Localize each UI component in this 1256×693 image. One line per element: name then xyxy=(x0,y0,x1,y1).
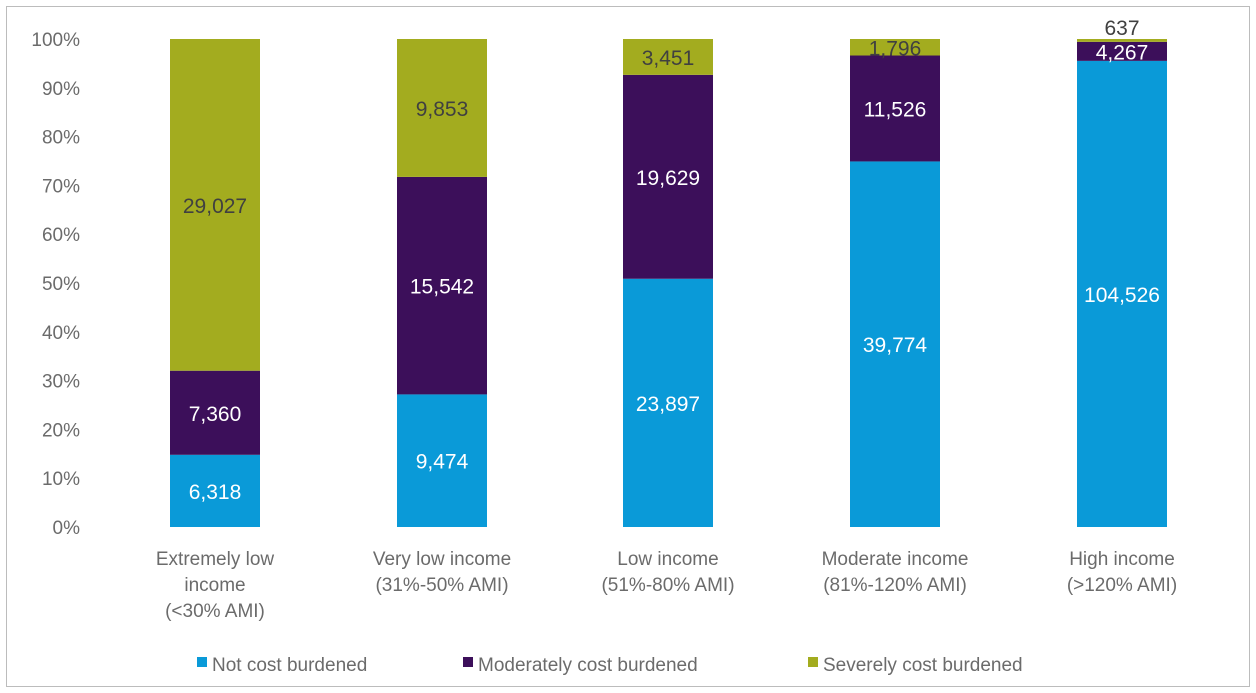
bar-segment xyxy=(623,39,713,75)
legend-swatch xyxy=(197,657,207,667)
data-label: 9,853 xyxy=(416,98,469,121)
x-category-label: Very low income xyxy=(373,549,511,570)
bar-segment xyxy=(623,278,713,527)
x-axis-categories: Extremely low income (<30% AMI) Very low in… xyxy=(156,549,1177,622)
x-category-label: Low income xyxy=(617,549,718,570)
y-tick-label: 50% xyxy=(42,274,80,295)
data-label: 1,796 xyxy=(869,37,922,60)
x-category-label: (31%-50% AMI) xyxy=(375,575,508,596)
bar-segment xyxy=(397,39,487,177)
y-tick-label: 90% xyxy=(42,79,80,100)
x-category-label: High income xyxy=(1069,549,1175,570)
legend-label: Moderately cost burdened xyxy=(478,655,698,676)
legend-label: Severely cost burdened xyxy=(823,655,1023,676)
bar-segment xyxy=(170,370,260,455)
legend-swatch xyxy=(463,657,473,667)
legend: Not cost burdened Moderately cost burdene… xyxy=(197,655,1023,676)
y-tick-label: 40% xyxy=(42,323,80,344)
data-label: 7,360 xyxy=(189,403,242,426)
bars xyxy=(170,39,1167,527)
y-tick-label: 70% xyxy=(42,176,80,197)
legend-swatch xyxy=(808,657,818,667)
x-category-label: (>120% AMI) xyxy=(1067,575,1177,596)
bar-segment xyxy=(397,176,487,395)
data-label: 23,897 xyxy=(636,393,700,416)
bar-segment xyxy=(850,55,940,162)
y-tick-label: 60% xyxy=(42,225,80,246)
bar-segment xyxy=(623,74,713,279)
y-axis: 0% 10% 20% 30% 40% 50% 60% 70% 80% 90% 100% xyxy=(31,30,80,539)
data-label: 15,542 xyxy=(410,276,474,299)
data-label: 29,027 xyxy=(183,195,247,218)
data-label: 6,318 xyxy=(189,481,242,504)
bar-segment xyxy=(850,39,940,56)
data-label: 4,267 xyxy=(1096,41,1149,64)
y-tick-label: 0% xyxy=(53,518,81,539)
bar-segment xyxy=(397,394,487,527)
x-category-label: Moderate income xyxy=(822,549,969,570)
y-tick-label: 10% xyxy=(42,469,80,490)
bar-segment xyxy=(170,454,260,527)
data-label: 19,629 xyxy=(636,167,700,190)
bar-segment xyxy=(170,39,260,371)
x-category-label: (51%-80% AMI) xyxy=(601,575,734,596)
data-label: 3,451 xyxy=(642,47,695,70)
x-category-label: (81%-120% AMI) xyxy=(823,575,967,596)
y-tick-label: 80% xyxy=(42,128,80,149)
data-label: 637 xyxy=(1104,17,1139,40)
y-tick-label: 100% xyxy=(31,30,80,51)
y-tick-label: 20% xyxy=(42,420,80,441)
bar-segment xyxy=(1077,41,1167,61)
data-labels: 6,318 7,360 29,027 9,474 15,542 9,853 23,897 19… xyxy=(183,17,1160,504)
x-category-label: (<30% AMI) xyxy=(165,601,265,622)
legend-label: Not cost burdened xyxy=(212,655,367,676)
data-label: 39,774 xyxy=(863,334,928,357)
data-label: 9,474 xyxy=(416,451,469,474)
data-label: 104,526 xyxy=(1084,284,1160,307)
x-category-label: income xyxy=(184,575,245,596)
data-label: 11,526 xyxy=(864,98,927,121)
bar-segment xyxy=(1077,39,1167,42)
y-tick-label: 30% xyxy=(42,372,80,393)
bar-segment xyxy=(850,161,940,527)
x-category-label: Extremely low xyxy=(156,549,275,570)
bar-segment xyxy=(1077,60,1167,527)
